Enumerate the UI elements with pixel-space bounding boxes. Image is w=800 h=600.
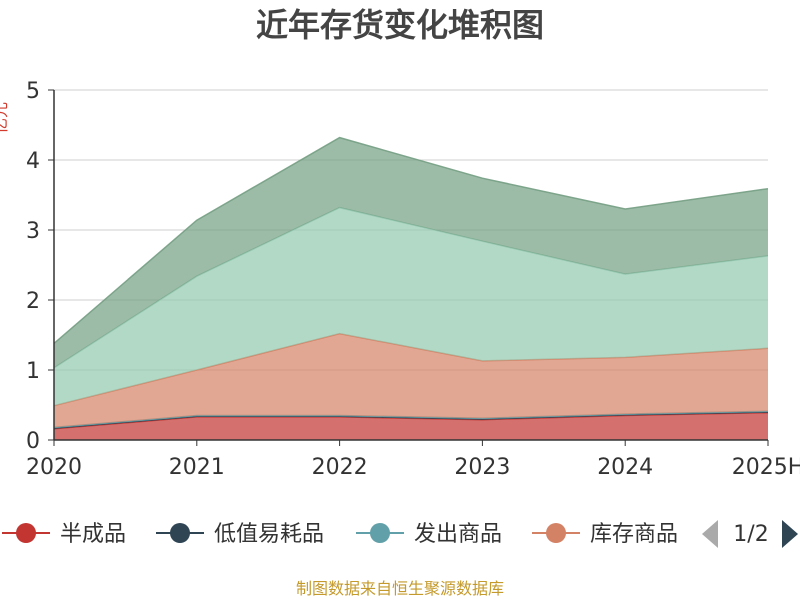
legend-marker: [546, 523, 566, 543]
axes: 0 1 2 3 4 5 2020 2021 2022 2023 2024 2025H: [26, 79, 800, 480]
y-tick-label: 2: [26, 289, 40, 314]
pager-page-label: 1/2: [733, 522, 768, 547]
y-tick-label: 5: [26, 79, 40, 104]
area-series: [53, 136, 769, 440]
legend-marker: [16, 523, 36, 543]
y-tick-label: 3: [26, 219, 40, 244]
x-tick-label: 2021: [169, 455, 225, 480]
area-series: [54, 137, 768, 368]
x-tick-label: 2023: [454, 455, 510, 480]
x-tick-label: 2024: [597, 455, 653, 480]
y-tick-label: 0: [26, 429, 40, 454]
pager-next-icon[interactable]: [782, 520, 798, 548]
x-tick-label: 2022: [312, 455, 368, 480]
legend-pager: 1/2: [702, 520, 798, 548]
pager-prev-icon[interactable]: [702, 520, 718, 548]
area-series: [54, 333, 768, 428]
x-tick-label: 2025H: [732, 455, 800, 480]
legend-marker: [170, 523, 190, 543]
legend-marker: [370, 523, 390, 543]
legend-label: 半成品: [60, 522, 126, 547]
legend-label: 低值易耗品: [214, 522, 324, 547]
area-series: [54, 412, 768, 440]
x-tick-label: 2020: [26, 455, 82, 480]
legend: 半成品 低值易耗品 发出商品 库存商品: [2, 522, 678, 547]
y-tick-label: 4: [26, 149, 40, 174]
legend-label: 发出商品: [414, 522, 502, 547]
source-note: 制图数据来自恒生聚源数据库: [296, 579, 504, 598]
area-series: [54, 207, 768, 406]
y-axis-label: 亿元: [0, 102, 10, 134]
y-tick-label: 1: [26, 359, 40, 384]
legend-label: 库存商品: [590, 522, 678, 547]
series-line: [53, 136, 769, 344]
chart-title: 近年存货变化堆积图: [256, 6, 544, 44]
